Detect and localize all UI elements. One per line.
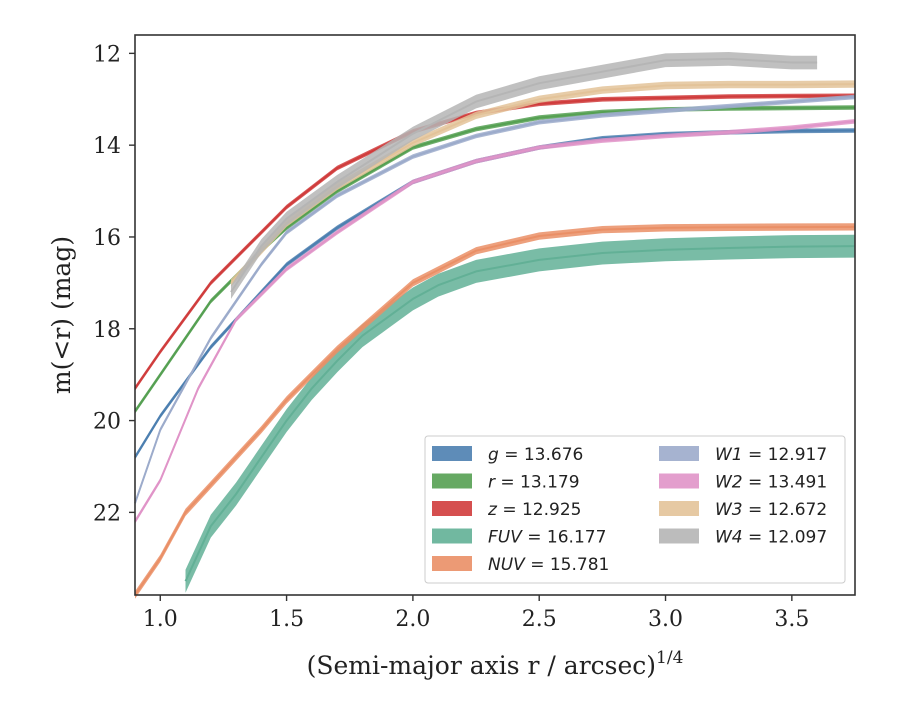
legend-label: g = 13.676 (488, 445, 583, 465)
legend-box (424, 435, 846, 584)
y-tick-label: 18 (93, 318, 121, 343)
legend-swatch (659, 501, 699, 516)
series-layer (134, 52, 856, 599)
x-axis-title-main: (Semi-major axis r / arcsec) (307, 651, 656, 680)
legend-item-w3: W3 = 12.672 (659, 500, 827, 520)
series-band-g (135, 128, 855, 460)
legend-swatch (432, 528, 472, 544)
legend-item-r: r = 13.179 (432, 473, 580, 493)
x-tick-label: 1.5 (269, 607, 304, 632)
tick-layer: 1.0 1.5 2.0 2.5 3.0 3.5 12 14 16 18 20 22 (93, 42, 809, 632)
series-line-w4 (230, 57, 818, 293)
x-tick-label: 3.5 (774, 607, 809, 632)
legend-item-nuv: NUV = 15.781 (432, 555, 609, 575)
legend-item-g: g = 13.676 (432, 445, 583, 465)
y-tick-label: 20 (93, 410, 121, 435)
legend-label: W2 = 13.491 (715, 473, 827, 493)
legend-label: W4 = 12.097 (715, 528, 827, 548)
plot-frame (134, 34, 856, 596)
series-nuv (134, 223, 856, 599)
y-tick-label: 16 (93, 226, 121, 251)
legend-swatch (659, 446, 699, 461)
legend: g = 13.676 r = 13.179 z = 12.925 FUV = 16.1… (424, 435, 846, 584)
series-w1 (134, 94, 856, 506)
series-line-w2 (134, 120, 856, 523)
legend-label: NUV = 15.781 (488, 555, 609, 575)
series-w2 (134, 119, 856, 524)
legend-swatch (659, 528, 699, 544)
legend-swatch (432, 446, 472, 461)
series-g (134, 128, 856, 460)
legend-swatch (432, 501, 472, 516)
x-tick-label: 3.0 (648, 607, 683, 632)
series-line-fuv (184, 245, 856, 582)
series-line-g (134, 129, 856, 458)
legend-item-w2: W2 = 13.491 (659, 473, 827, 493)
legend-item-z: z = 12.925 (432, 500, 581, 520)
legend-swatch (432, 556, 472, 571)
x-tick-label: 2.0 (395, 607, 430, 632)
y-tick-label: 12 (93, 42, 121, 67)
legend-label: W1 = 12.917 (715, 445, 827, 465)
x-axis-title-superscript: 1/4 (656, 648, 683, 668)
legend-item-w1: W1 = 12.917 (659, 445, 827, 465)
series-fuv (184, 234, 856, 593)
legend-swatch (432, 473, 472, 489)
legend-item-w4: W4 = 12.097 (659, 528, 827, 548)
x-tick-label: 1.0 (143, 607, 178, 632)
y-tick-label: 22 (93, 501, 121, 526)
x-axis-title: (Semi-major axis r / arcsec)1/4 (307, 648, 684, 680)
legend-label: W3 = 12.672 (715, 500, 827, 520)
legend-swatch (659, 473, 699, 489)
series-line-w1 (134, 96, 856, 504)
series-line-nuv (134, 225, 856, 596)
legend-label: z = 12.925 (487, 500, 581, 520)
series-band-nuv (135, 223, 855, 599)
legend-label: r = 13.179 (488, 473, 580, 493)
y-axis-title: m(<r) (mag) (47, 236, 76, 394)
y-tick-label: 14 (93, 134, 121, 159)
legend-item-fuv: FUV = 16.177 (432, 528, 606, 548)
x-tick-label: 2.5 (522, 607, 557, 632)
series-w4 (230, 52, 818, 299)
legend-label: FUV = 16.177 (488, 528, 606, 548)
